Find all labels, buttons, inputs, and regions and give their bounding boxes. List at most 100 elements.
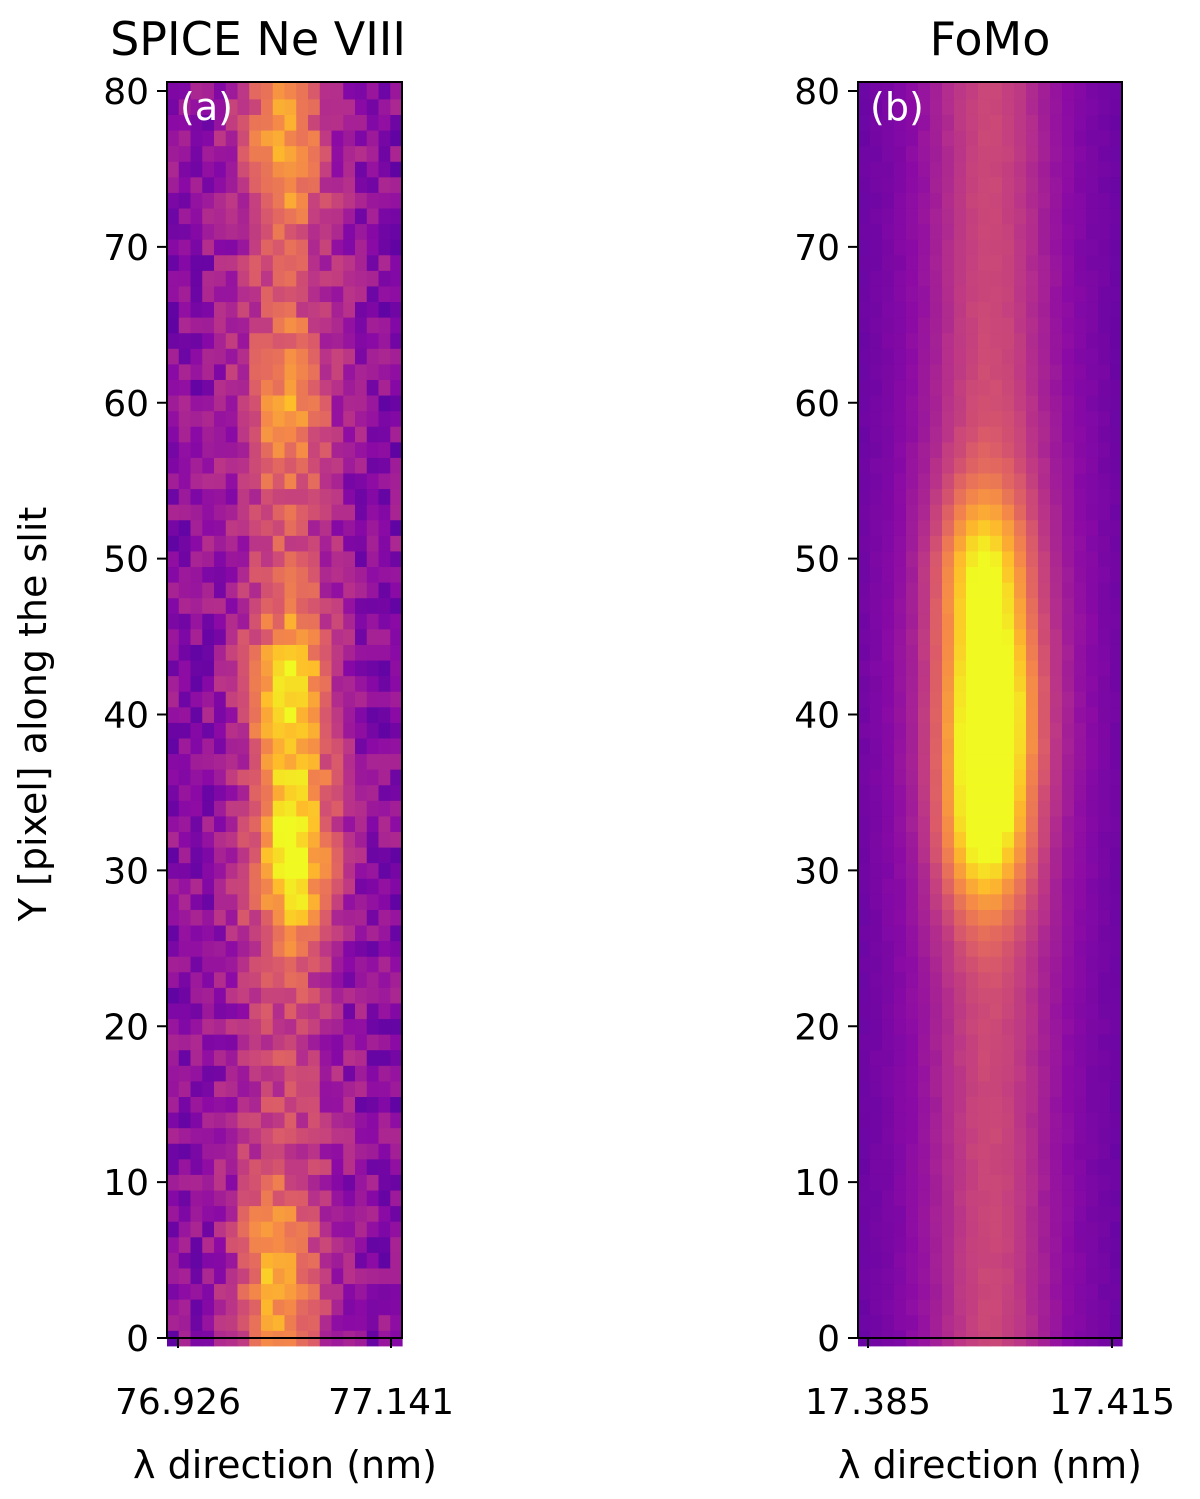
heatmap-cell: [978, 114, 991, 131]
heatmap-cell: [1014, 784, 1027, 801]
heatmap-cell: [990, 1034, 1003, 1051]
heatmap-cell: [918, 1096, 931, 1113]
heatmap-cell: [858, 379, 871, 396]
heatmap-cell: [296, 706, 309, 723]
heatmap-cell: [202, 488, 215, 505]
heatmap-cell: [202, 878, 215, 895]
heatmap-cell: [1062, 1096, 1075, 1113]
heatmap-cell: [882, 472, 895, 490]
heatmap-cell: [1038, 550, 1051, 568]
heatmap-cell: [1062, 239, 1075, 256]
heatmap-cell: [355, 270, 368, 287]
heatmap-cell: [331, 410, 344, 427]
heatmap-cell: [225, 1267, 239, 1285]
heatmap-cell: [870, 1034, 883, 1051]
heatmap-cell: [1074, 815, 1087, 833]
heatmap-cell: [366, 753, 380, 770]
heatmap-cell: [249, 270, 262, 287]
heatmap-cell: [167, 410, 180, 427]
heatmap-cell: [1086, 379, 1099, 396]
heatmap-cell: [272, 1034, 286, 1051]
heatmap-cell: [1074, 504, 1087, 521]
heatmap-cell: [190, 161, 203, 178]
heatmap-cell: [249, 909, 262, 926]
heatmap-cell: [1014, 800, 1027, 817]
heatmap-cell: [1074, 1267, 1087, 1285]
heatmap-cell: [308, 800, 321, 817]
heatmap-cell: [249, 893, 262, 910]
heatmap-cell: [355, 285, 368, 303]
heatmap-cell: [272, 270, 286, 287]
heatmap-cell: [214, 519, 227, 536]
heatmap-cell: [906, 1018, 919, 1035]
heatmap-cell: [1074, 691, 1087, 708]
heatmap-cell: [237, 129, 250, 147]
heatmap-cell: [906, 800, 919, 817]
heatmap-cell: [906, 628, 919, 645]
heatmap-cell: [1098, 909, 1111, 926]
heatmap-cell: [308, 207, 321, 225]
heatmap-cell: [249, 1080, 262, 1097]
heatmap-cell: [190, 82, 203, 100]
heatmap-cell: [1026, 582, 1039, 599]
heatmap-cell: [906, 1143, 919, 1160]
heatmap-cell: [1002, 1205, 1015, 1222]
heatmap-cell: [308, 706, 321, 723]
heatmap-cell: [167, 535, 180, 552]
heatmap-cell: [378, 1221, 391, 1238]
heatmap-cell: [1086, 800, 1099, 817]
heatmap-cell: [378, 769, 391, 786]
heatmap-cell: [870, 223, 883, 240]
heatmap-cell: [167, 207, 180, 225]
heatmap-cell: [331, 394, 344, 412]
heatmap-cell: [1026, 488, 1039, 505]
heatmap-cell: [167, 1283, 180, 1300]
heatmap-cell: [906, 192, 919, 209]
heatmap-cell: [214, 846, 227, 864]
heatmap-cell: [966, 644, 979, 661]
heatmap-cell: [225, 82, 239, 100]
heatmap-cell: [930, 176, 943, 193]
heatmap-cell: [1062, 924, 1075, 942]
heatmap-cell: [942, 363, 955, 380]
heatmap-cell: [331, 597, 344, 614]
heatmap-cell: [202, 1049, 215, 1066]
heatmap-cell: [167, 301, 180, 318]
heatmap-cell: [190, 1221, 203, 1238]
heatmap-cell: [296, 675, 309, 692]
heatmap-cell: [918, 753, 931, 770]
heatmap-cell: [261, 176, 274, 193]
heatmap-cell: [214, 753, 227, 770]
heatmap-cell: [1098, 379, 1111, 396]
heatmap-cell: [1110, 98, 1123, 115]
heatmap-cell: [1110, 1111, 1123, 1129]
heatmap-cell: [1026, 1034, 1039, 1051]
heatmap-cell: [202, 1189, 215, 1207]
heatmap-cell: [390, 1236, 403, 1253]
heatmap-cell: [1038, 831, 1051, 848]
heatmap-cell: [1098, 410, 1111, 427]
heatmap-cell: [319, 971, 333, 988]
heatmap-cell: [990, 1096, 1003, 1113]
heatmap-cell: [178, 1236, 192, 1253]
heatmap-cell: [190, 1205, 203, 1222]
heatmap-cell: [990, 394, 1003, 412]
heatmap-cell: [190, 410, 203, 427]
heatmap-cell: [355, 1049, 368, 1066]
heatmap-cell: [1074, 1236, 1087, 1253]
heatmap-cell: [272, 317, 286, 334]
heatmap-cell: [167, 1080, 180, 1097]
heatmap-cell: [1026, 145, 1039, 162]
heatmap-cell: [249, 1143, 262, 1160]
heatmap-cell: [390, 1299, 403, 1316]
heatmap-cell: [942, 1018, 955, 1035]
heatmap-cell: [1002, 301, 1015, 318]
heatmap-cell: [355, 987, 368, 1004]
heatmap-cell: [237, 815, 250, 833]
heatmap-cell: [990, 893, 1003, 910]
heatmap-cell: [882, 644, 895, 661]
heatmap-cell: [1098, 394, 1111, 412]
heatmap-cell: [355, 98, 368, 115]
heatmap-cell: [882, 332, 895, 349]
heatmap-cell: [870, 504, 883, 521]
